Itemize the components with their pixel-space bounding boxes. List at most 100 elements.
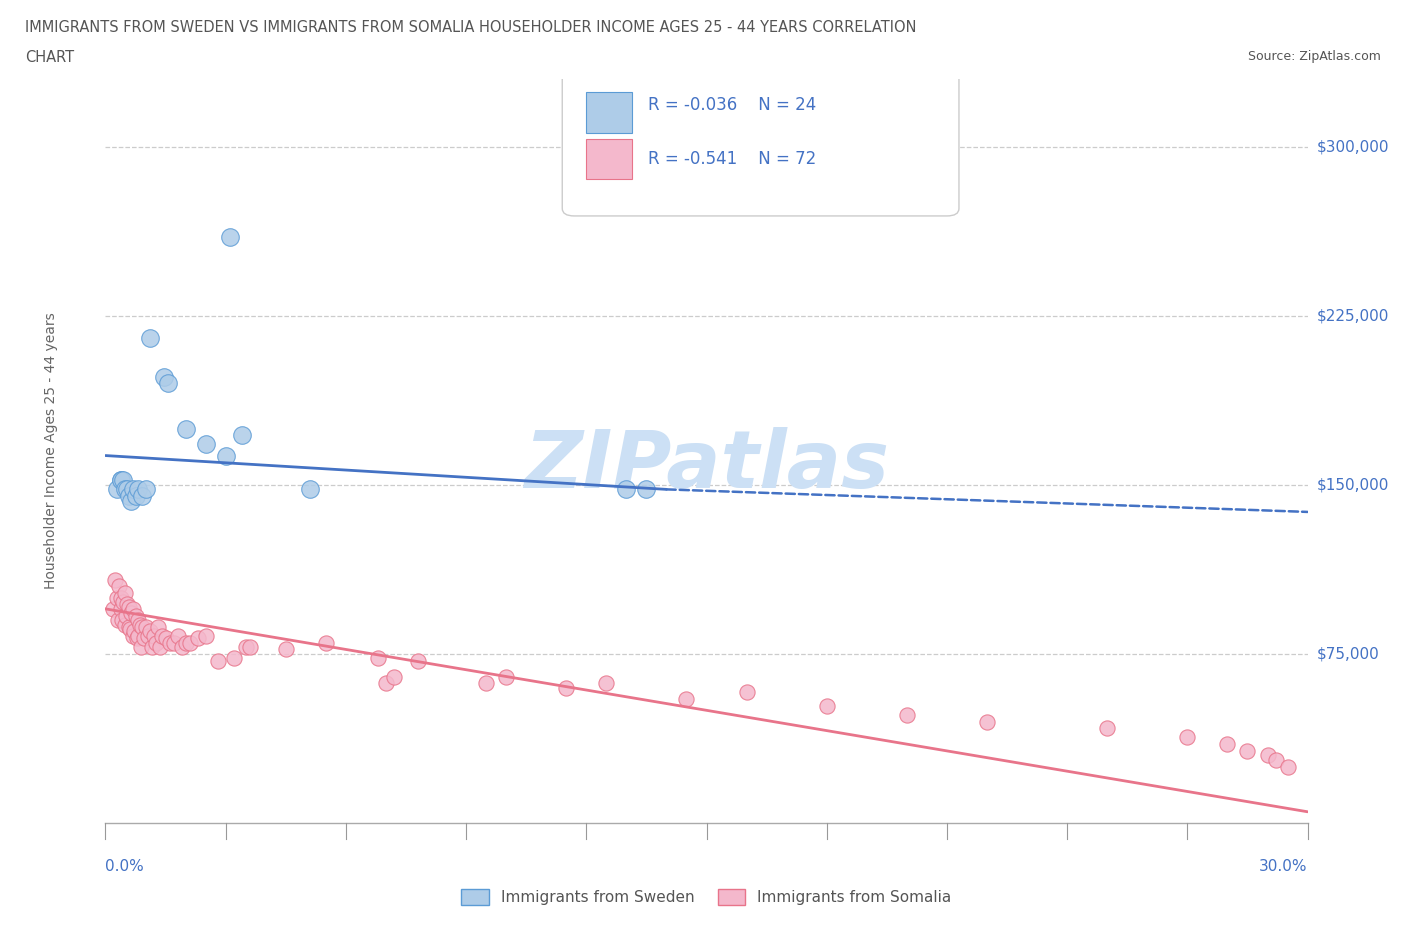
Point: [114, 586, 136, 601]
Point: [122, 482, 145, 497]
Point: [735, 684, 758, 699]
Point: [125, 631, 148, 645]
Point: [896, 708, 918, 723]
Point: [187, 631, 209, 645]
Point: [159, 635, 181, 650]
Point: [374, 676, 396, 691]
Point: [1097, 721, 1119, 736]
Point: [235, 640, 257, 655]
Point: [124, 624, 146, 639]
FancyBboxPatch shape: [562, 72, 959, 216]
Point: [114, 482, 136, 497]
Point: [124, 488, 146, 503]
Point: [495, 669, 517, 684]
Point: [110, 473, 132, 488]
Point: [121, 606, 143, 621]
Point: [142, 629, 165, 644]
Point: [367, 651, 389, 666]
Point: [141, 640, 163, 655]
Point: [117, 597, 139, 612]
Point: [207, 653, 229, 668]
Text: CHART: CHART: [25, 50, 75, 65]
Point: [218, 230, 240, 245]
Text: $225,000: $225,000: [1317, 308, 1389, 324]
Point: [117, 482, 139, 497]
Point: [214, 448, 236, 463]
Point: [239, 640, 262, 655]
Text: Source: ZipAtlas.com: Source: ZipAtlas.com: [1247, 50, 1381, 63]
Point: [1264, 752, 1286, 767]
Point: [131, 619, 153, 634]
Point: [128, 618, 150, 632]
Point: [135, 619, 157, 634]
Text: ZIPatlas: ZIPatlas: [524, 427, 889, 505]
Point: [155, 631, 177, 645]
Point: [127, 613, 149, 628]
Point: [152, 369, 174, 384]
Text: 30.0%: 30.0%: [1260, 858, 1308, 874]
Point: [382, 669, 405, 684]
Point: [110, 591, 132, 605]
Point: [110, 473, 132, 488]
Text: $75,000: $75,000: [1317, 646, 1379, 661]
Point: [131, 488, 153, 503]
FancyBboxPatch shape: [586, 92, 631, 133]
Point: [274, 642, 297, 657]
Point: [174, 635, 197, 650]
Point: [112, 594, 135, 609]
Point: [179, 635, 201, 650]
Point: [104, 572, 127, 587]
Point: [1236, 743, 1258, 758]
Point: [675, 692, 697, 707]
Point: [103, 602, 125, 617]
Point: [475, 676, 498, 691]
Point: [118, 599, 141, 614]
Point: [150, 629, 173, 644]
Point: [108, 578, 131, 593]
Point: [107, 613, 129, 628]
Point: [595, 676, 617, 691]
Point: [132, 631, 155, 645]
Point: [138, 624, 160, 639]
Point: [1257, 748, 1279, 763]
FancyBboxPatch shape: [586, 139, 631, 179]
Text: IMMIGRANTS FROM SWEDEN VS IMMIGRANTS FROM SOMALIA HOUSEHOLDER INCOME AGES 25 - 4: IMMIGRANTS FROM SWEDEN VS IMMIGRANTS FRO…: [25, 20, 917, 35]
Point: [120, 622, 142, 637]
Point: [222, 651, 245, 666]
Point: [129, 640, 152, 655]
Point: [122, 602, 145, 617]
Point: [146, 619, 169, 634]
Point: [194, 437, 217, 452]
Point: [110, 602, 132, 617]
Point: [115, 608, 138, 623]
Point: [111, 613, 134, 628]
Legend: Immigrants from Sweden, Immigrants from Somalia: Immigrants from Sweden, Immigrants from …: [456, 883, 957, 911]
Point: [138, 331, 160, 346]
Point: [166, 629, 188, 644]
Point: [231, 428, 253, 443]
Point: [145, 635, 167, 650]
Point: [121, 493, 143, 508]
Point: [815, 698, 838, 713]
Point: [148, 640, 170, 655]
Text: 0.0%: 0.0%: [105, 858, 145, 874]
Point: [118, 619, 141, 634]
Point: [114, 618, 136, 632]
Point: [107, 482, 129, 497]
Point: [1277, 759, 1299, 774]
Point: [174, 421, 197, 436]
Point: [170, 640, 193, 655]
Point: [121, 629, 143, 644]
Point: [118, 488, 141, 503]
Point: [406, 653, 429, 668]
Text: $150,000: $150,000: [1317, 477, 1389, 492]
Point: [136, 629, 159, 644]
Point: [298, 482, 321, 497]
Point: [1216, 737, 1239, 751]
Point: [127, 629, 149, 644]
Text: R = -0.541    N = 72: R = -0.541 N = 72: [648, 150, 815, 167]
Point: [135, 482, 157, 497]
Text: R = -0.036    N = 24: R = -0.036 N = 24: [648, 96, 815, 114]
Point: [156, 376, 179, 391]
Point: [112, 473, 135, 488]
